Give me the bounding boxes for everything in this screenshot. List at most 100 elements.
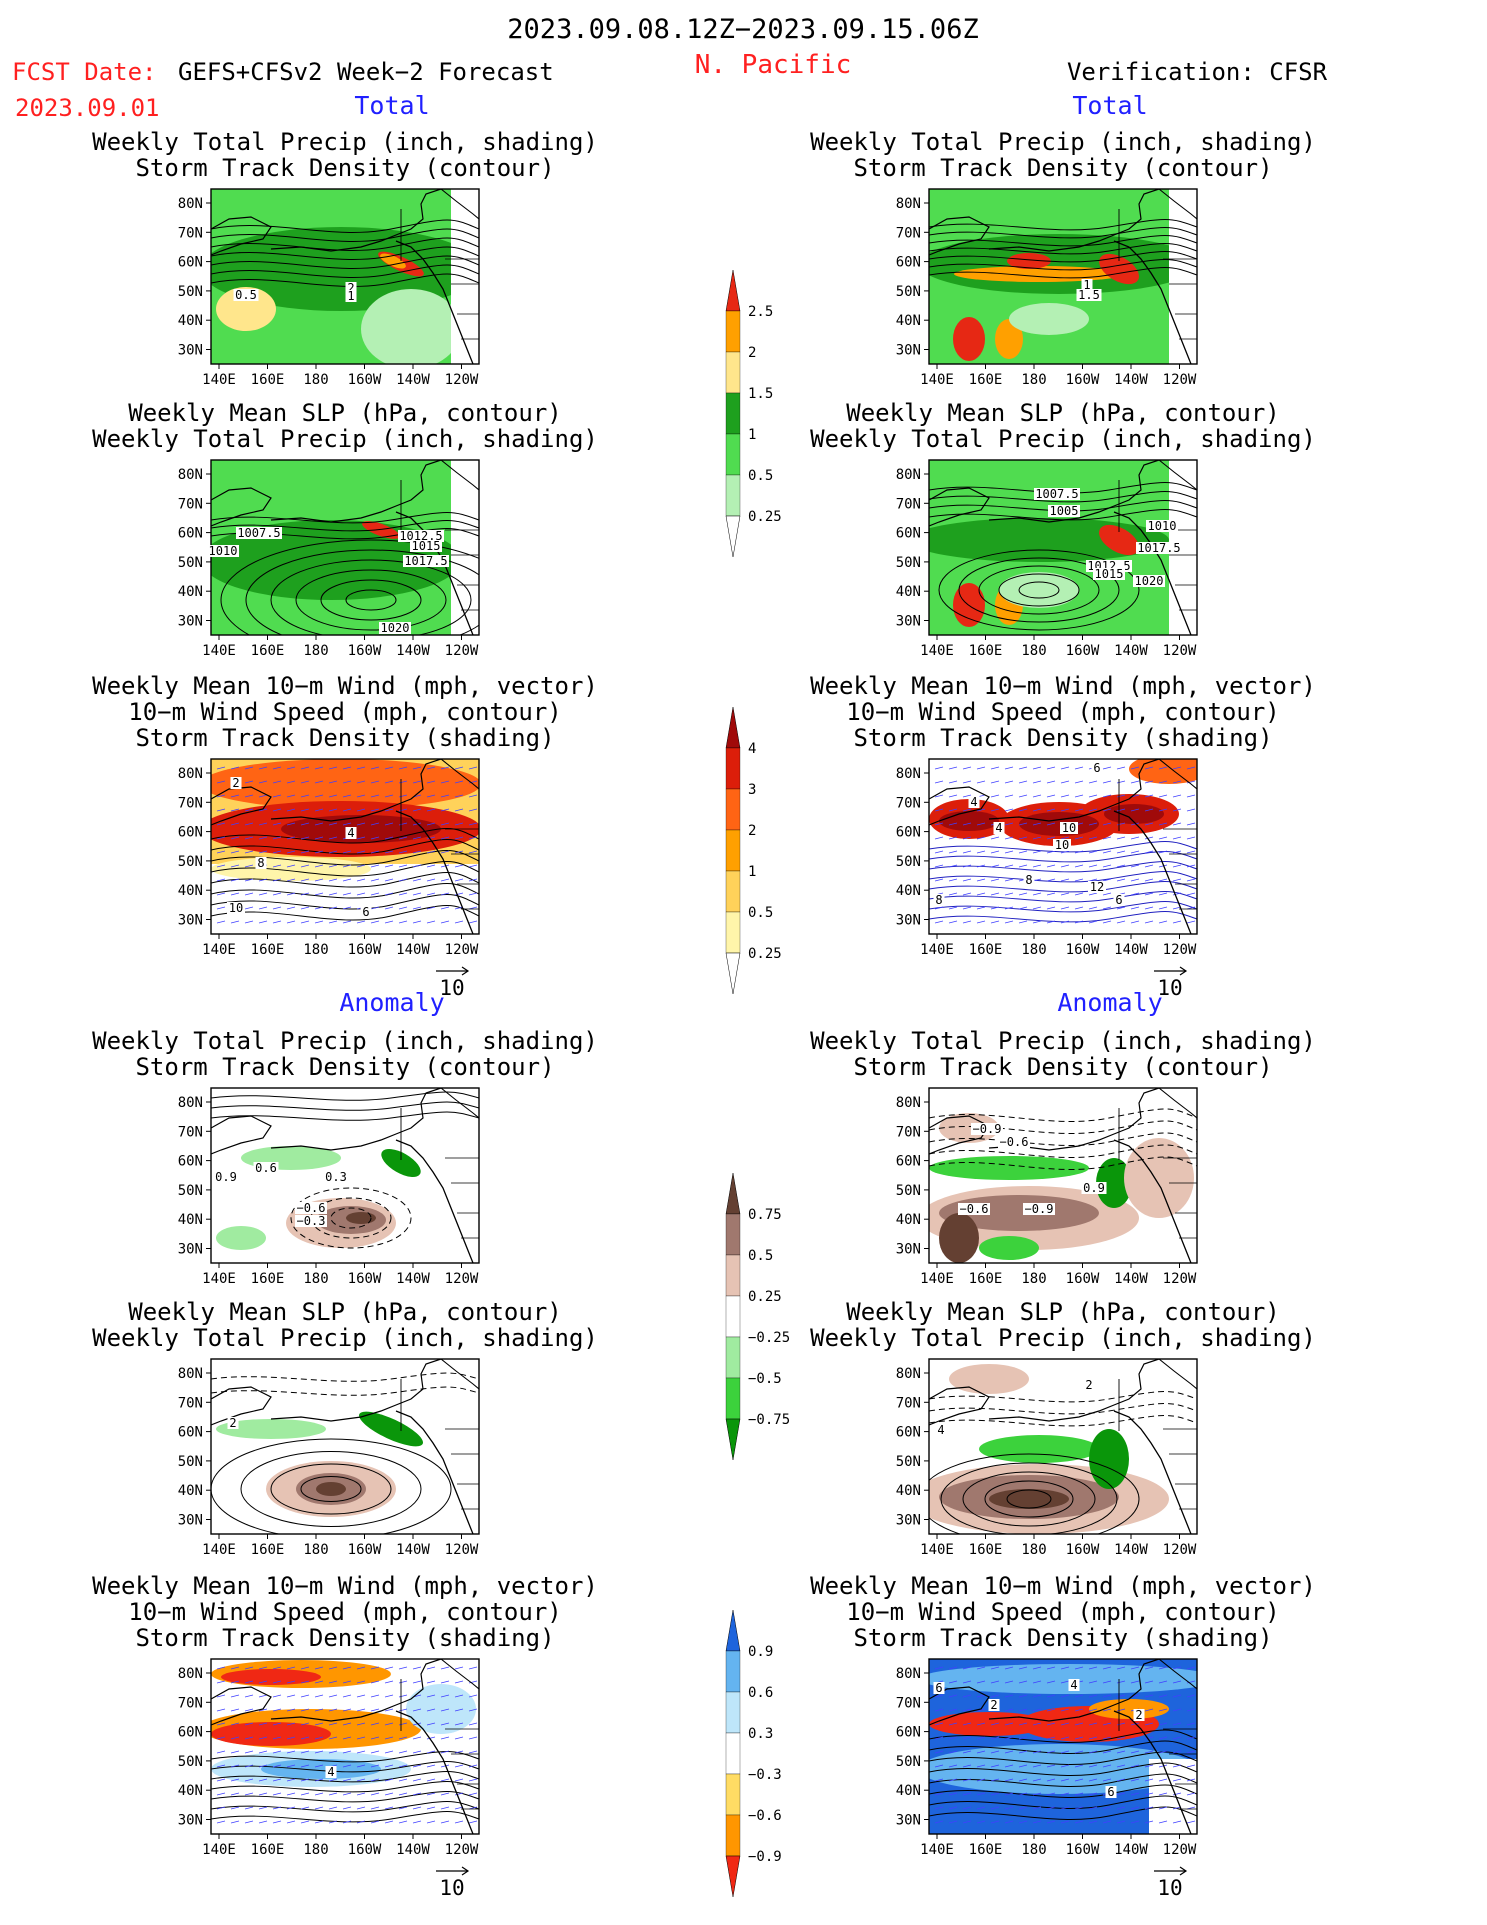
map-field [929, 460, 1197, 635]
lon-tick-label: 140W [396, 1842, 430, 1858]
colorbar-tick-label: 4 [748, 741, 756, 757]
contour-label: 8 [257, 856, 264, 870]
lon-tick-label: 180 [1021, 1842, 1046, 1858]
map-field [929, 1088, 1197, 1263]
lon-tick-label: 160E [251, 643, 285, 659]
lat-tick-label: 70N [178, 225, 203, 241]
lat-tick-label: 80N [896, 1095, 921, 1111]
lat-tick-label: 30N [178, 913, 203, 929]
colorbar-total-precip: 2.5 2 1.5 1 0.5 0.25 [725, 269, 782, 558]
lon-tick-label: 140E [920, 372, 954, 388]
lat-tick-label: 60N [178, 255, 203, 271]
lon-tick-label: 140E [202, 942, 236, 958]
contour-label: 2 [1085, 1378, 1092, 1392]
map-field [211, 189, 479, 364]
contour-label: 2 [232, 776, 239, 790]
lon-tick-label: 140E [920, 1842, 954, 1858]
lon-tick-label: 180 [303, 1271, 328, 1287]
panel-title-line: Weekly Mean 10−m Wind (mph, vector) [810, 672, 1316, 700]
contour-label: 0.9 [215, 1170, 237, 1184]
lat-tick-label: 50N [178, 854, 203, 870]
contour-label: 2 [990, 1698, 997, 1712]
colorbar-total-storm-density: 4 3 2 1 0.5 0.25 [725, 706, 782, 995]
colorbar-tick-label: 0.9 [748, 1644, 773, 1660]
contour-label: 1015 [412, 539, 441, 553]
lon-tick-label: 140E [920, 643, 954, 659]
panel-total-left-precip: Weekly Total Precip (inch, shading)Storm… [92, 128, 598, 388]
lat-tick-label: 30N [178, 614, 203, 630]
contour-label: −0.3 [297, 1214, 326, 1228]
lat-tick-label: 40N [896, 1483, 921, 1499]
panel-title-line: Weekly Mean 10−m Wind (mph, vector) [92, 1572, 598, 1600]
lat-tick-label: 40N [896, 1783, 921, 1799]
lon-tick-label: 160E [251, 942, 285, 958]
panel-anom-left-precip: Weekly Total Precip (inch, shading)Storm… [92, 1027, 598, 1287]
lat-tick-label: 80N [896, 766, 921, 782]
lat-tick-label: 40N [178, 883, 203, 899]
lat-tick-label: 60N [896, 1725, 921, 1741]
contour-label: 4 [347, 826, 354, 840]
lat-tick-label: 50N [896, 1183, 921, 1199]
lon-tick-label: 180 [303, 643, 328, 659]
contour-label: 4 [937, 1423, 944, 1437]
lon-tick-label: 120W [445, 942, 479, 958]
lat-tick-label: 80N [896, 196, 921, 212]
lat-tick-label: 70N [896, 795, 921, 811]
colorbar-anomaly-storm-density: 0.9 0.6 0.3 −0.3 −0.6 −0.9 [725, 1609, 782, 1898]
lon-tick-label: 140W [1114, 1542, 1148, 1558]
contour-label: −0.9 [1025, 1202, 1054, 1216]
lat-tick-label: 80N [896, 1366, 921, 1382]
panel-title-line: Storm Track Density (shading) [135, 1624, 554, 1652]
contour-label: 8 [1025, 873, 1032, 887]
lat-tick-label: 50N [178, 1754, 203, 1770]
lat-tick-label: 80N [178, 196, 203, 212]
lon-tick-label: 180 [303, 1842, 328, 1858]
panel-title-line: Weekly Total Precip (inch, shading) [92, 128, 598, 156]
contour-label: 2 [347, 281, 354, 295]
lat-tick-label: 60N [896, 526, 921, 542]
lat-tick-label: 50N [178, 284, 203, 300]
lon-tick-label: 160W [348, 1842, 382, 1858]
map-field [211, 1659, 479, 1834]
colorbar-tick-label: 1 [748, 864, 756, 880]
lon-tick-label: 120W [445, 1842, 479, 1858]
contour-label: 2 [229, 1416, 236, 1430]
panel-title-line: Weekly Total Precip (inch, shading) [810, 425, 1316, 453]
contour-label: 1 [1083, 278, 1090, 292]
vector-reference-label: 10 [439, 976, 464, 1000]
contour-label: 1017.5 [404, 554, 447, 568]
panel-title-line: Weekly Mean SLP (hPa, contour) [846, 399, 1279, 427]
contour-label: 0.3 [325, 1170, 347, 1184]
lon-tick-label: 160W [348, 643, 382, 659]
lon-tick-label: 160E [969, 1542, 1003, 1558]
colorbar-tick-label: 2.5 [748, 304, 773, 320]
contour-label: 6 [1115, 893, 1122, 907]
lon-tick-label: 140E [920, 1271, 954, 1287]
contour-label: 10 [1055, 838, 1069, 852]
lon-tick-label: 180 [1021, 942, 1046, 958]
lat-tick-label: 40N [896, 883, 921, 899]
contour-label: 1020 [1135, 574, 1164, 588]
lat-tick-label: 40N [178, 313, 203, 329]
lon-tick-label: 180 [303, 942, 328, 958]
map-frame [928, 758, 1198, 935]
panel-title-line: Storm Track Density (contour) [853, 154, 1272, 182]
colorbar-tick-label: −0.6 [748, 1808, 782, 1824]
lat-tick-label: 70N [896, 1395, 921, 1411]
contour-label: 12 [1090, 880, 1104, 894]
lon-tick-label: 140E [202, 643, 236, 659]
lon-tick-label: 140W [1114, 643, 1148, 659]
lat-tick-label: 30N [896, 1242, 921, 1258]
contour-label: 0.9 [1083, 1181, 1105, 1195]
lat-tick-label: 50N [896, 854, 921, 870]
panel-total-left-wind: Weekly Mean 10−m Wind (mph, vector)10−m … [92, 672, 598, 1000]
lon-tick-label: 120W [445, 643, 479, 659]
lon-tick-label: 140W [396, 1271, 430, 1287]
lat-tick-label: 30N [896, 913, 921, 929]
contour-label: −0.6 [960, 1202, 989, 1216]
contour-label: 6 [935, 1681, 942, 1695]
contour-label: 1015 [1095, 567, 1124, 581]
panel-title-line: Weekly Total Precip (inch, shading) [810, 1324, 1316, 1352]
contour-label: 6 [1107, 1785, 1114, 1799]
contour-label: −0.6 [1000, 1135, 1029, 1149]
